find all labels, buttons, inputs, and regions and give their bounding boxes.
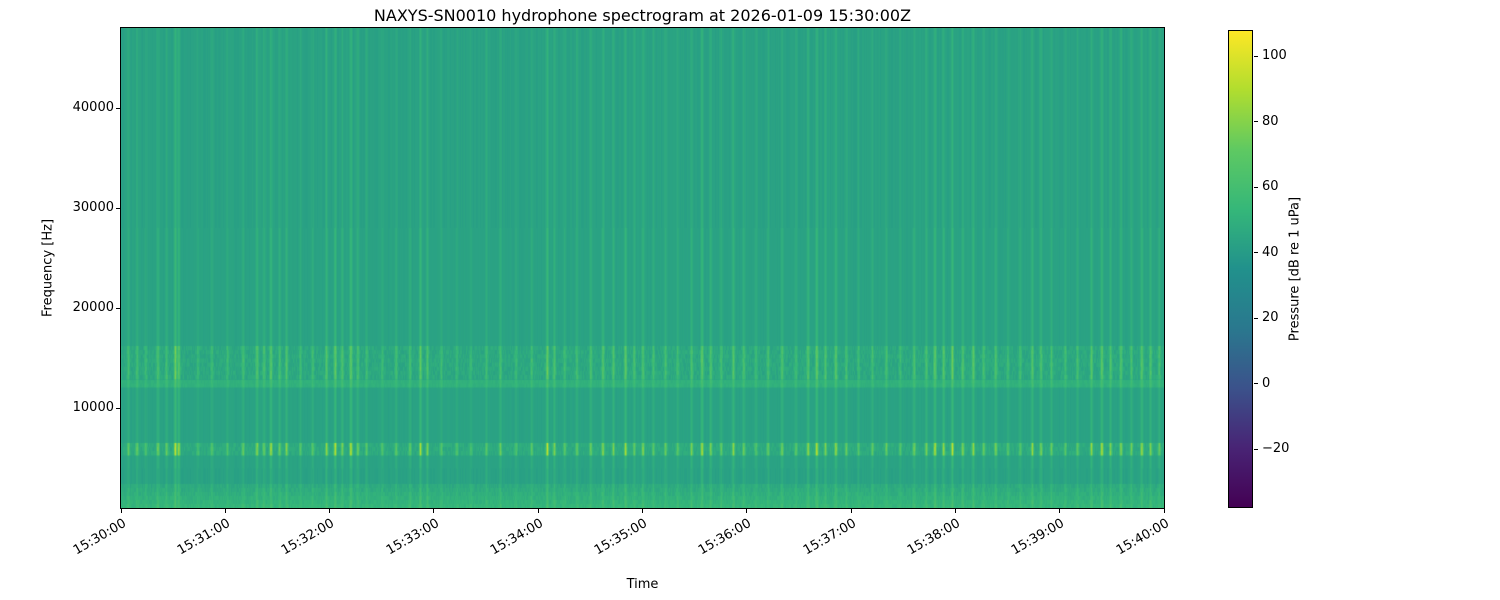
colorbar-tick-mark xyxy=(1254,186,1258,188)
plot-area xyxy=(120,27,1165,509)
colorbar-tick-label: 80 xyxy=(1262,113,1279,129)
colorbar-tick-label: −20 xyxy=(1262,441,1290,457)
colorbar-tick-label: 60 xyxy=(1262,179,1279,195)
x-tick-mark xyxy=(1059,509,1061,513)
y-tick-label: 40000 xyxy=(72,100,114,115)
x-tick-mark xyxy=(642,509,643,513)
x-tick-mark xyxy=(537,509,539,513)
y-tick-mark xyxy=(116,307,120,309)
x-tick-label: 15:33:00 xyxy=(383,516,442,559)
y-tick-mark xyxy=(116,407,120,409)
x-tick-mark xyxy=(433,509,435,513)
x-axis-label: Time xyxy=(626,577,659,592)
x-tick-mark xyxy=(954,509,956,513)
chart-title: NAXYS-SN0010 hydrophone spectrogram at 2… xyxy=(373,6,912,25)
colorbar-tick-mark xyxy=(1254,448,1258,450)
x-tick-label: 15:40:00 xyxy=(1113,516,1172,559)
x-tick-label: 15:34:00 xyxy=(487,516,546,559)
y-tick-mark xyxy=(116,107,120,109)
x-tick-mark xyxy=(1163,509,1165,513)
x-tick-label: 15:36:00 xyxy=(696,516,755,559)
x-tick-label: 15:39:00 xyxy=(1009,516,1068,559)
colorbar-label: Pressure [dB re 1 uPa] xyxy=(1287,196,1303,342)
colorbar-tick-mark xyxy=(1254,317,1258,319)
x-tick-label: 15:37:00 xyxy=(800,516,859,559)
colorbar-tick-mark xyxy=(1254,55,1258,57)
spectrogram-image xyxy=(121,28,1164,508)
colorbar-tick-label: 0 xyxy=(1262,375,1271,391)
x-tick-label: 15:35:00 xyxy=(591,516,650,559)
x-tick-label: 15:30:00 xyxy=(70,516,129,559)
y-tick-mark xyxy=(116,207,120,209)
colorbar-gradient xyxy=(1229,31,1252,507)
y-tick-label: 30000 xyxy=(72,200,114,215)
colorbar-tick-mark xyxy=(1254,383,1258,385)
x-tick-label: 15:31:00 xyxy=(174,516,233,559)
x-tick-mark xyxy=(746,509,748,513)
x-tick-mark xyxy=(850,509,852,513)
y-tick-label: 20000 xyxy=(72,300,114,315)
x-tick-mark xyxy=(224,509,226,513)
colorbar-tick-label: 40 xyxy=(1262,244,1279,260)
colorbar-tick-mark xyxy=(1254,121,1258,123)
colorbar-tick-label: 20 xyxy=(1262,310,1279,326)
y-tick-label: 10000 xyxy=(72,400,114,415)
x-tick-label: 15:32:00 xyxy=(279,516,338,559)
x-tick-label: 15:38:00 xyxy=(904,516,963,559)
colorbar xyxy=(1228,30,1253,508)
colorbar-tick-label: 100 xyxy=(1262,48,1287,64)
x-tick-mark xyxy=(120,509,122,513)
colorbar-tick-mark xyxy=(1254,252,1258,254)
x-tick-mark xyxy=(329,509,331,513)
